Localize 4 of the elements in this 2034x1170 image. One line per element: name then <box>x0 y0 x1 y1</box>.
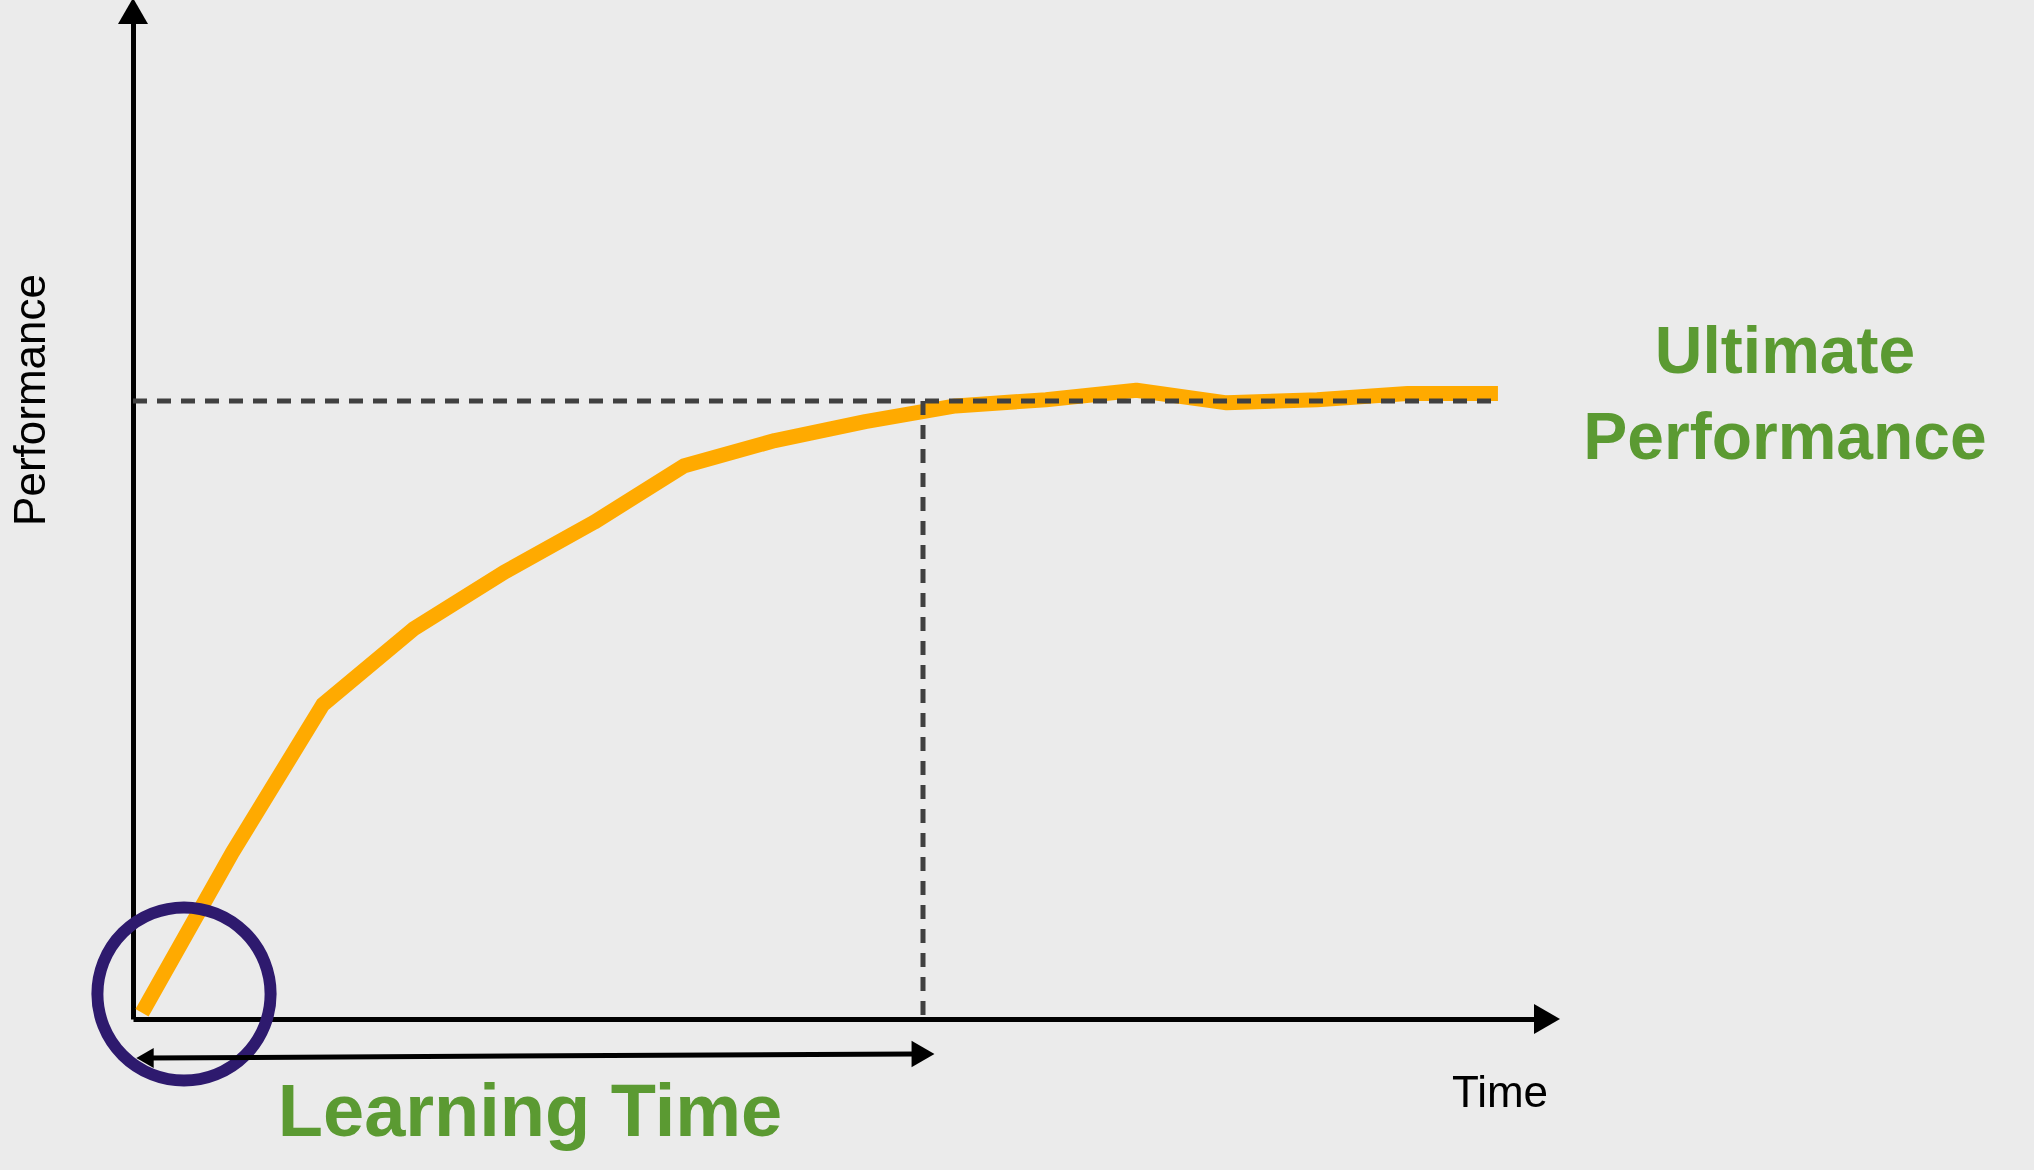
text: Ultimate Performance <box>1583 313 1987 473</box>
y-axis-title: Performance <box>5 274 54 526</box>
text: Learning Time <box>277 1069 783 1152</box>
x-axis-title: Time <box>1451 1067 1549 1116</box>
